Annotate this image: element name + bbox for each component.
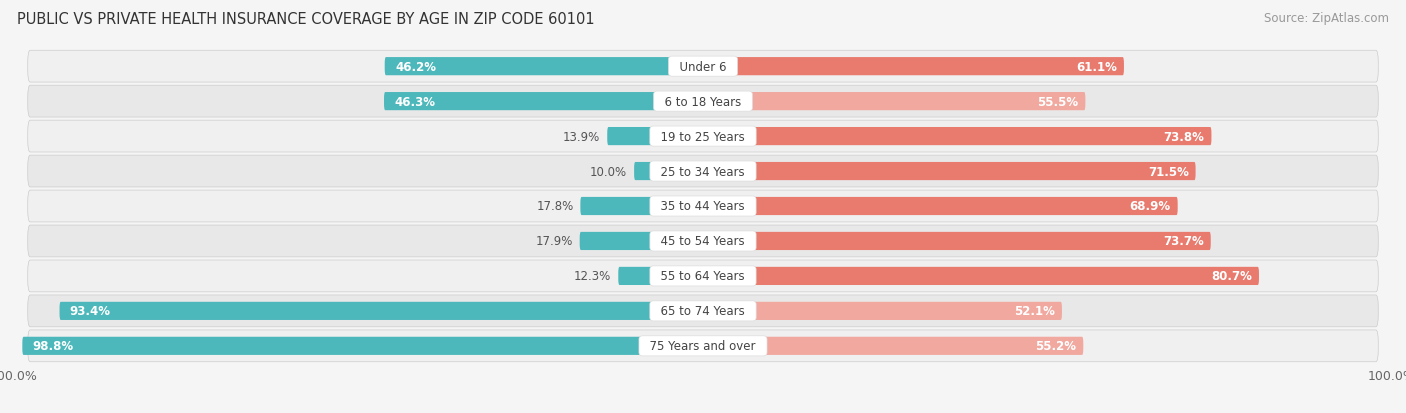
FancyBboxPatch shape bbox=[384, 93, 703, 111]
Text: 80.7%: 80.7% bbox=[1211, 270, 1253, 283]
FancyBboxPatch shape bbox=[28, 260, 1378, 292]
Text: 55.5%: 55.5% bbox=[1038, 95, 1078, 108]
Text: 75 Years and over: 75 Years and over bbox=[643, 339, 763, 352]
FancyBboxPatch shape bbox=[703, 128, 1212, 146]
FancyBboxPatch shape bbox=[703, 267, 1258, 285]
Text: 73.8%: 73.8% bbox=[1164, 130, 1205, 143]
Text: Under 6: Under 6 bbox=[672, 61, 734, 74]
Text: 55.2%: 55.2% bbox=[1035, 339, 1077, 352]
FancyBboxPatch shape bbox=[607, 128, 703, 146]
FancyBboxPatch shape bbox=[385, 58, 703, 76]
FancyBboxPatch shape bbox=[703, 197, 1178, 216]
Text: 68.9%: 68.9% bbox=[1129, 200, 1171, 213]
FancyBboxPatch shape bbox=[703, 58, 1123, 76]
FancyBboxPatch shape bbox=[703, 232, 1211, 250]
Text: PUBLIC VS PRIVATE HEALTH INSURANCE COVERAGE BY AGE IN ZIP CODE 60101: PUBLIC VS PRIVATE HEALTH INSURANCE COVER… bbox=[17, 12, 595, 27]
FancyBboxPatch shape bbox=[634, 163, 703, 181]
FancyBboxPatch shape bbox=[28, 225, 1378, 257]
Text: 73.7%: 73.7% bbox=[1163, 235, 1204, 248]
FancyBboxPatch shape bbox=[28, 86, 1378, 118]
Text: 71.5%: 71.5% bbox=[1147, 165, 1188, 178]
Text: 46.3%: 46.3% bbox=[394, 95, 436, 108]
Text: 55 to 64 Years: 55 to 64 Years bbox=[654, 270, 752, 283]
Text: 19 to 25 Years: 19 to 25 Years bbox=[654, 130, 752, 143]
Text: 98.8%: 98.8% bbox=[32, 339, 73, 352]
Text: 10.0%: 10.0% bbox=[591, 165, 627, 178]
FancyBboxPatch shape bbox=[28, 156, 1378, 188]
FancyBboxPatch shape bbox=[703, 337, 1083, 355]
FancyBboxPatch shape bbox=[619, 267, 703, 285]
Text: 61.1%: 61.1% bbox=[1076, 61, 1116, 74]
FancyBboxPatch shape bbox=[28, 51, 1378, 83]
FancyBboxPatch shape bbox=[703, 163, 1195, 181]
Text: 17.9%: 17.9% bbox=[536, 235, 572, 248]
Text: 46.2%: 46.2% bbox=[395, 61, 436, 74]
Text: Source: ZipAtlas.com: Source: ZipAtlas.com bbox=[1264, 12, 1389, 25]
Text: 45 to 54 Years: 45 to 54 Years bbox=[654, 235, 752, 248]
Text: 12.3%: 12.3% bbox=[574, 270, 612, 283]
FancyBboxPatch shape bbox=[28, 121, 1378, 153]
FancyBboxPatch shape bbox=[703, 302, 1062, 320]
Text: 25 to 34 Years: 25 to 34 Years bbox=[654, 165, 752, 178]
FancyBboxPatch shape bbox=[22, 337, 703, 355]
FancyBboxPatch shape bbox=[703, 93, 1085, 111]
FancyBboxPatch shape bbox=[28, 191, 1378, 222]
FancyBboxPatch shape bbox=[28, 330, 1378, 362]
Text: 65 to 74 Years: 65 to 74 Years bbox=[654, 305, 752, 318]
Text: 6 to 18 Years: 6 to 18 Years bbox=[657, 95, 749, 108]
FancyBboxPatch shape bbox=[59, 302, 703, 320]
FancyBboxPatch shape bbox=[28, 295, 1378, 327]
Text: 13.9%: 13.9% bbox=[562, 130, 600, 143]
FancyBboxPatch shape bbox=[581, 197, 703, 216]
Text: 93.4%: 93.4% bbox=[70, 305, 111, 318]
Text: 35 to 44 Years: 35 to 44 Years bbox=[654, 200, 752, 213]
Text: 17.8%: 17.8% bbox=[536, 200, 574, 213]
Text: 52.1%: 52.1% bbox=[1014, 305, 1054, 318]
FancyBboxPatch shape bbox=[579, 232, 703, 250]
